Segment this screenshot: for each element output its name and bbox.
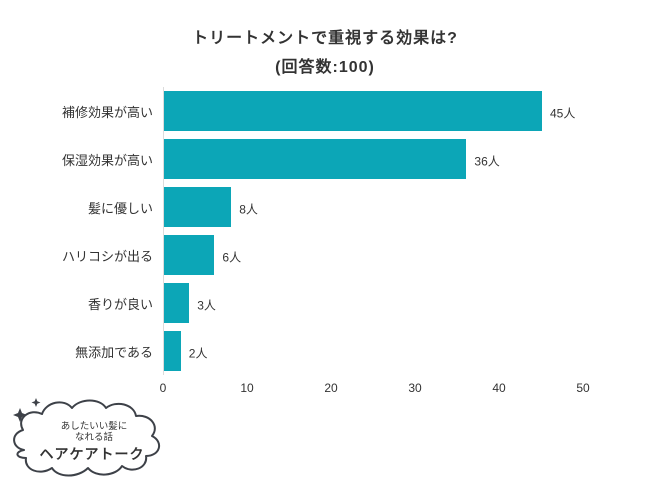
bar-track: 3人 [163,279,584,327]
logo-name: ヘアケアトーク [40,446,145,462]
chart-rows: 補修効果が高い 45人保湿効果が高い 36人髪に優しい 8人ハリコシが出る 6人香りが良… [0,87,650,375]
category-label: 補修効果が高い [61,104,153,120]
category-label: 香りが良い [87,296,153,312]
logo-tagline-line2: なれる話 [75,431,114,443]
bar [164,91,542,131]
value-label: 45人 [550,106,576,121]
value-label: 2人 [188,346,208,361]
bar [164,139,467,179]
value-label: 3人 [197,298,216,313]
bar-track: 36人 [163,135,584,183]
category-label: 無添加である [75,344,153,360]
sparkle-icon [31,398,41,407]
logo-tagline-line1: あしたいい髪に [61,420,128,432]
cloud-outline-icon [13,399,161,477]
bar [164,331,181,371]
value-label: 8人 [239,202,258,217]
chart-subtitle: (回答数:100) [275,59,375,76]
bar [164,235,215,275]
category-label: ハリコシが出る [61,248,153,264]
x-tick-label: 40 [492,381,506,395]
sparkle-icon [13,408,27,422]
bar [164,283,190,323]
chart-row: 補修効果が高い 45人 [0,87,650,135]
category-label: 髪に優しい [87,200,153,216]
chart-row: 保湿効果が高い 36人 [0,135,650,183]
value-label: 36人 [474,154,500,169]
chart-row: 髪に優しい 8人 [0,183,650,231]
x-axis: 0 10 20 30 40 50 [0,379,650,397]
chart-row: ハリコシが出る 6人 [0,231,650,279]
value-label: 6人 [222,250,242,265]
x-tick-label: 10 [240,381,254,395]
x-tick-label: 20 [324,381,338,395]
chart-title: トリートメントで重視する効果は? [192,30,458,47]
bar-track: 45人 [163,87,584,135]
x-tick-label: 0 [159,381,167,395]
chart-row: 香りが良い 3人 [0,279,650,327]
bar-track: 2人 [163,327,584,375]
chart-row: 無添加である 2人 [0,327,650,375]
category-label: 保湿効果が高い [61,152,153,168]
hair-care-talk-logo: あしたいい髪に なれる話 ヘアケアトーク [13,398,161,477]
x-axis-ticks: 0 10 20 30 40 50 [159,379,590,397]
x-tick-label: 30 [408,381,422,395]
bar [164,187,232,227]
bar-chart: 補修効果が高い 45人保湿効果が高い 36人髪に優しい 8人ハリコシが出る 6人香りが良… [0,87,650,397]
x-tick-label: 50 [576,381,590,395]
bar-track: 6人 [163,231,584,279]
bar-track: 8人 [163,183,584,231]
